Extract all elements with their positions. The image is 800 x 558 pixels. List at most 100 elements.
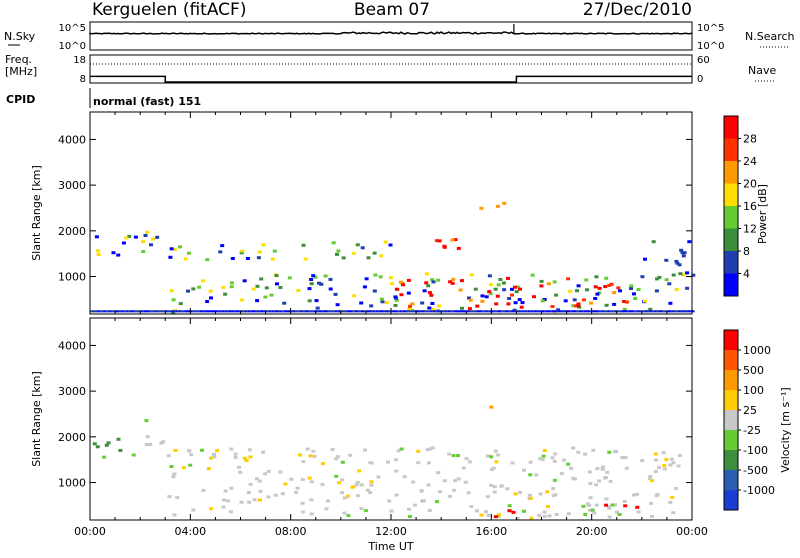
power-ground-cell — [379, 310, 382, 313]
power-ground-cell — [305, 310, 308, 313]
velocity-cell — [453, 479, 458, 483]
power-cell — [229, 281, 234, 285]
power-cell — [636, 288, 641, 291]
velocity-cell — [355, 480, 360, 484]
velocity-cell — [172, 513, 177, 517]
velocity-cell — [588, 482, 593, 485]
power-ground-cell — [365, 310, 368, 313]
power-cell — [307, 287, 312, 291]
power-ground-cell — [121, 310, 125, 313]
power-ground-cell — [651, 310, 654, 313]
power-ground-cell — [297, 310, 301, 313]
power-ground-cell — [148, 310, 152, 313]
velocity-cell — [466, 491, 471, 495]
power-ground-cell — [145, 310, 149, 313]
power-cell — [595, 292, 600, 296]
power-ground-cell — [628, 310, 632, 313]
power-cell — [270, 257, 275, 261]
velocity-cell — [263, 472, 268, 476]
velocity-cell — [369, 480, 374, 484]
velocity-cell — [595, 467, 600, 471]
velocity-cell — [118, 448, 123, 452]
power-ground-cell — [108, 310, 111, 313]
power-ground-cell — [625, 310, 629, 313]
power-ground-cell — [142, 310, 146, 313]
power-cell — [116, 253, 121, 257]
velocity-colorbar-tick-label: -1000 — [743, 484, 775, 497]
power-ground-cell — [663, 310, 666, 313]
velocity-cell — [511, 510, 516, 514]
power-ground-cell — [528, 310, 531, 313]
velocity-cell — [426, 461, 431, 465]
velocity-cell — [496, 513, 501, 517]
velocity-cell — [307, 476, 312, 480]
power-cell — [451, 277, 456, 281]
power-ground-cell — [258, 310, 262, 313]
power-colorbar-swatch — [724, 116, 738, 139]
velocity-cell — [393, 458, 398, 462]
power-ground-cell — [204, 310, 207, 313]
velocity-cell — [603, 476, 607, 480]
velocity-cell — [515, 516, 520, 520]
velocity-cell — [559, 472, 564, 476]
velocity-cell — [394, 469, 399, 473]
power-ground-cell — [479, 310, 483, 313]
power-ground-cell — [254, 310, 257, 313]
velocity-cell — [592, 511, 597, 515]
power-cell — [328, 277, 333, 281]
velocity-cell — [542, 510, 547, 514]
velocity-cell — [435, 500, 439, 504]
velocity-cell — [237, 465, 241, 469]
power-ground-cell — [600, 310, 603, 313]
velocity-cell — [246, 491, 251, 494]
power-ground-cell — [440, 310, 444, 313]
velocity-cell — [187, 449, 192, 452]
power-cell — [274, 274, 279, 278]
power-cell — [424, 281, 429, 285]
power-ground-cell — [279, 310, 283, 313]
power-cell — [622, 307, 627, 311]
velocity-cell — [334, 474, 339, 478]
power-ground-cell — [120, 310, 123, 313]
power-ground-cell — [552, 310, 555, 313]
power-cell — [502, 201, 507, 205]
velocity-cell — [258, 489, 263, 493]
power-cell — [301, 243, 306, 247]
power-ground-cell — [541, 310, 544, 313]
power-cell — [424, 272, 429, 276]
power-ground-cell — [467, 310, 471, 313]
power-colorbar-swatch — [724, 161, 738, 184]
velocity-cell — [144, 419, 149, 423]
power-ground-cell — [324, 310, 328, 313]
power-cell — [467, 296, 471, 300]
power-cell — [390, 282, 394, 286]
velocity-cell — [312, 454, 317, 458]
power-ground-cell — [550, 310, 553, 313]
velocity-cell — [591, 448, 596, 452]
velocity-cell — [428, 447, 433, 451]
power-ground-cell — [508, 310, 511, 313]
power-cell — [576, 304, 581, 308]
power-ground-cell — [216, 310, 219, 313]
power-ground-cell — [296, 310, 299, 313]
power-cell — [121, 241, 126, 245]
power-ground-cell — [192, 310, 195, 313]
power-cell — [540, 299, 545, 303]
velocity-cell — [442, 479, 447, 483]
power-ground-cell — [376, 310, 379, 313]
velocity-cell — [222, 498, 227, 502]
power-ground-cell — [311, 310, 314, 313]
power-ground-cell — [242, 310, 245, 313]
power-cell — [480, 294, 485, 298]
power-ground-cell — [499, 310, 502, 313]
velocity-cell — [624, 466, 629, 470]
velocity-cell — [363, 509, 368, 513]
power-ground-cell — [240, 310, 243, 313]
velocity-cell — [676, 464, 681, 468]
y-tick-label: 4000 — [58, 133, 86, 146]
power-ground-cell — [520, 310, 523, 313]
power-ground-cell — [500, 310, 504, 313]
power-cell — [127, 234, 132, 238]
power-cell — [388, 243, 393, 247]
power-cell — [473, 287, 478, 291]
